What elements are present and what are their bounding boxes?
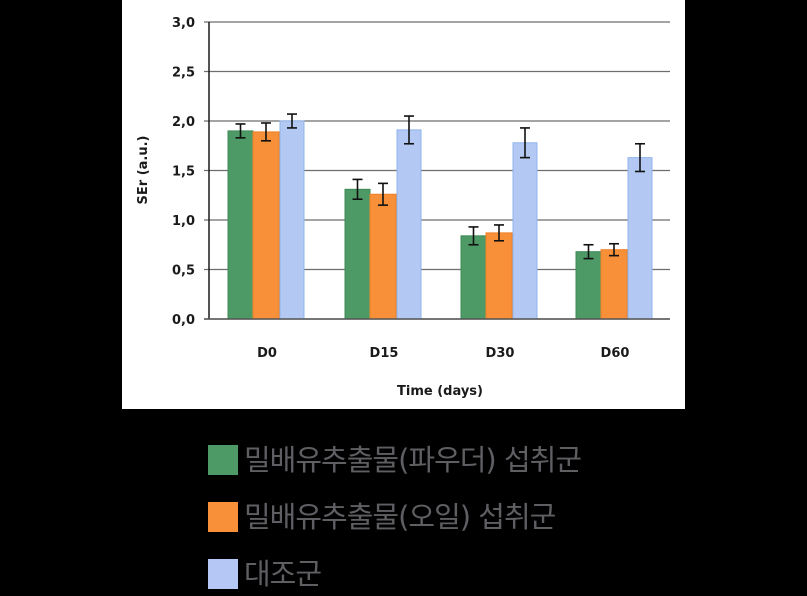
bar (344, 188, 371, 320)
chart-panel: 0,0 0,5 1,0 1,5 2,0 2,5 3,0 D0 D15 D30 D60 Time (da… (122, 0, 685, 409)
legend-swatch-orange-icon (208, 502, 238, 532)
y-tick-label: 1,5 (172, 165, 195, 180)
legend-item-control: 대조군 (208, 557, 322, 591)
y-axis-title: SEr (a.u.) (136, 136, 151, 205)
legend-item-oil: 밀배유추출물(오일) 섭취군 (208, 500, 556, 534)
x-tick-label: D30 (486, 346, 515, 361)
bar (396, 129, 422, 320)
x-axis-title: Time (days) (397, 384, 483, 399)
bar-chart: 0,0 0,5 1,0 1,5 2,0 2,5 3,0 D0 D15 D30 D60 Time (da… (136, 16, 670, 399)
legend-swatch-green-icon (208, 445, 238, 475)
legend-item-powder: 밀배유추출물(파우더) 섭취군 (208, 443, 582, 477)
bar (600, 249, 628, 320)
bar (627, 157, 653, 320)
bar (485, 232, 513, 320)
bar (252, 131, 280, 320)
bar (460, 235, 487, 320)
bar (512, 142, 538, 320)
y-tick-label: 2,0 (172, 115, 195, 130)
legend-swatch-blue-icon (208, 559, 238, 589)
y-tick-label: 3,0 (172, 16, 195, 31)
legend-label: 대조군 (244, 557, 322, 591)
x-tick-label: D60 (601, 346, 630, 361)
bar (369, 193, 397, 320)
legend-label: 밀배유추출물(파우더) 섭취군 (244, 443, 582, 477)
y-tick-label: 0,0 (172, 313, 195, 328)
y-tick-label: 0,5 (172, 264, 195, 279)
bar (227, 130, 254, 320)
x-tick-label: D0 (257, 346, 277, 361)
y-tick-label: 2,5 (172, 66, 195, 81)
bar (279, 120, 305, 320)
legend-label: 밀배유추출물(오일) 섭취군 (244, 500, 556, 534)
bar (575, 251, 602, 320)
y-tick-label: 1,0 (172, 214, 195, 229)
x-tick-label: D15 (370, 346, 399, 361)
